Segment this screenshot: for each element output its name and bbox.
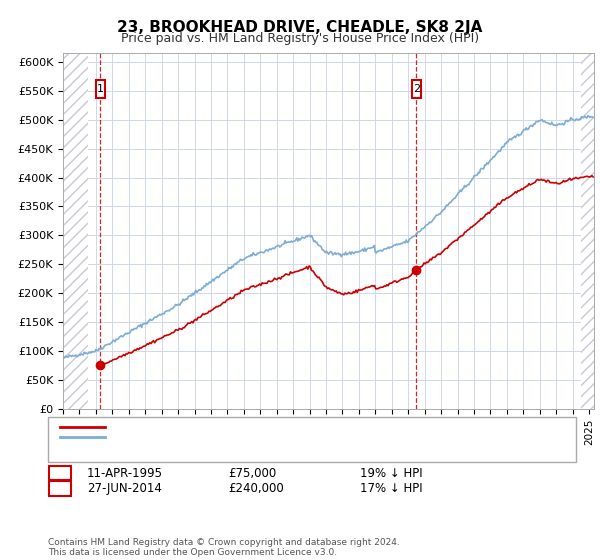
Text: 2: 2 — [413, 84, 420, 94]
Text: Price paid vs. HM Land Registry's House Price Index (HPI): Price paid vs. HM Land Registry's House … — [121, 32, 479, 45]
Text: £75,000: £75,000 — [228, 466, 276, 480]
Text: 1: 1 — [97, 84, 104, 94]
Text: 11-APR-1995: 11-APR-1995 — [87, 466, 163, 480]
FancyBboxPatch shape — [96, 80, 105, 99]
Text: 17% ↓ HPI: 17% ↓ HPI — [360, 482, 422, 495]
Text: 23, BROOKHEAD DRIVE, CHEADLE, SK8 2JA: 23, BROOKHEAD DRIVE, CHEADLE, SK8 2JA — [118, 20, 482, 35]
Text: 1: 1 — [56, 468, 64, 478]
Text: 27-JUN-2014: 27-JUN-2014 — [87, 482, 162, 495]
Text: Contains HM Land Registry data © Crown copyright and database right 2024.
This d: Contains HM Land Registry data © Crown c… — [48, 538, 400, 557]
Text: £240,000: £240,000 — [228, 482, 284, 495]
Text: 2: 2 — [56, 483, 64, 493]
Bar — [63, 53, 88, 409]
Bar — [581, 53, 594, 409]
FancyBboxPatch shape — [412, 80, 421, 99]
Text: HPI: Average price, detached house, Stockport: HPI: Average price, detached house, Stoc… — [111, 432, 371, 442]
Text: 19% ↓ HPI: 19% ↓ HPI — [360, 466, 422, 480]
Text: 23, BROOKHEAD DRIVE, CHEADLE, SK8 2JA (detached house): 23, BROOKHEAD DRIVE, CHEADLE, SK8 2JA (d… — [111, 422, 452, 432]
